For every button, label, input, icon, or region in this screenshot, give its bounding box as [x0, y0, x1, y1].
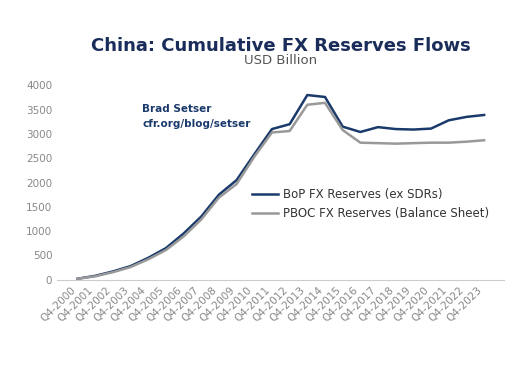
BoP FX Reserves (ex SDRs) [269, 127, 275, 131]
Title: China: Cumulative FX Reserves Flows: China: Cumulative FX Reserves Flows [91, 37, 471, 54]
Line: PBOC FX Reserves (Balance Sheet): PBOC FX Reserves (Balance Sheet) [77, 103, 484, 279]
Text: Brad Setser
cfr.org/blog/setser: Brad Setser cfr.org/blog/setser [142, 104, 251, 129]
BoP FX Reserves (ex SDRs) [393, 127, 399, 131]
BoP FX Reserves (ex SDRs) [304, 93, 310, 97]
PBOC FX Reserves (Balance Sheet) [375, 141, 381, 146]
PBOC FX Reserves (Balance Sheet) [410, 141, 417, 146]
BoP FX Reserves (ex SDRs) [163, 246, 169, 250]
PBOC FX Reserves (Balance Sheet) [233, 182, 240, 186]
PBOC FX Reserves (Balance Sheet) [357, 140, 363, 145]
Legend: BoP FX Reserves (ex SDRs), PBOC FX Reserves (Balance Sheet): BoP FX Reserves (ex SDRs), PBOC FX Reser… [248, 184, 494, 225]
PBOC FX Reserves (Balance Sheet) [216, 195, 222, 200]
PBOC FX Reserves (Balance Sheet) [393, 141, 399, 146]
PBOC FX Reserves (Balance Sheet) [481, 138, 487, 143]
BoP FX Reserves (ex SDRs) [463, 115, 470, 119]
PBOC FX Reserves (Balance Sheet) [145, 257, 151, 262]
BoP FX Reserves (ex SDRs) [127, 264, 134, 268]
BoP FX Reserves (ex SDRs) [322, 95, 328, 99]
PBOC FX Reserves (Balance Sheet) [340, 128, 346, 132]
BoP FX Reserves (ex SDRs) [428, 126, 434, 131]
PBOC FX Reserves (Balance Sheet) [304, 102, 310, 107]
BoP FX Reserves (ex SDRs) [410, 127, 417, 132]
BoP FX Reserves (ex SDRs) [287, 122, 293, 127]
BoP FX Reserves (ex SDRs) [74, 276, 81, 281]
BoP FX Reserves (ex SDRs) [357, 130, 363, 134]
PBOC FX Reserves (Balance Sheet) [269, 130, 275, 135]
PBOC FX Reserves (Balance Sheet) [463, 139, 470, 144]
BoP FX Reserves (ex SDRs) [216, 192, 222, 197]
Line: BoP FX Reserves (ex SDRs): BoP FX Reserves (ex SDRs) [77, 95, 484, 279]
BoP FX Reserves (ex SDRs) [145, 256, 151, 260]
BoP FX Reserves (ex SDRs) [251, 152, 257, 156]
PBOC FX Reserves (Balance Sheet) [110, 270, 116, 274]
BoP FX Reserves (ex SDRs) [92, 274, 98, 278]
PBOC FX Reserves (Balance Sheet) [428, 140, 434, 145]
BoP FX Reserves (ex SDRs) [233, 178, 240, 182]
BoP FX Reserves (ex SDRs) [180, 231, 187, 236]
PBOC FX Reserves (Balance Sheet) [322, 101, 328, 105]
PBOC FX Reserves (Balance Sheet) [251, 155, 257, 159]
PBOC FX Reserves (Balance Sheet) [92, 274, 98, 279]
BoP FX Reserves (ex SDRs) [446, 118, 452, 122]
PBOC FX Reserves (Balance Sheet) [198, 217, 204, 222]
PBOC FX Reserves (Balance Sheet) [74, 276, 81, 281]
BoP FX Reserves (ex SDRs) [375, 125, 381, 129]
BoP FX Reserves (ex SDRs) [110, 269, 116, 274]
PBOC FX Reserves (Balance Sheet) [127, 265, 134, 270]
BoP FX Reserves (ex SDRs) [481, 113, 487, 117]
PBOC FX Reserves (Balance Sheet) [287, 129, 293, 133]
PBOC FX Reserves (Balance Sheet) [446, 140, 452, 145]
BoP FX Reserves (ex SDRs) [340, 124, 346, 129]
Text: USD Billion: USD Billion [244, 54, 317, 67]
BoP FX Reserves (ex SDRs) [198, 214, 204, 219]
PBOC FX Reserves (Balance Sheet) [163, 248, 169, 253]
PBOC FX Reserves (Balance Sheet) [180, 234, 187, 239]
